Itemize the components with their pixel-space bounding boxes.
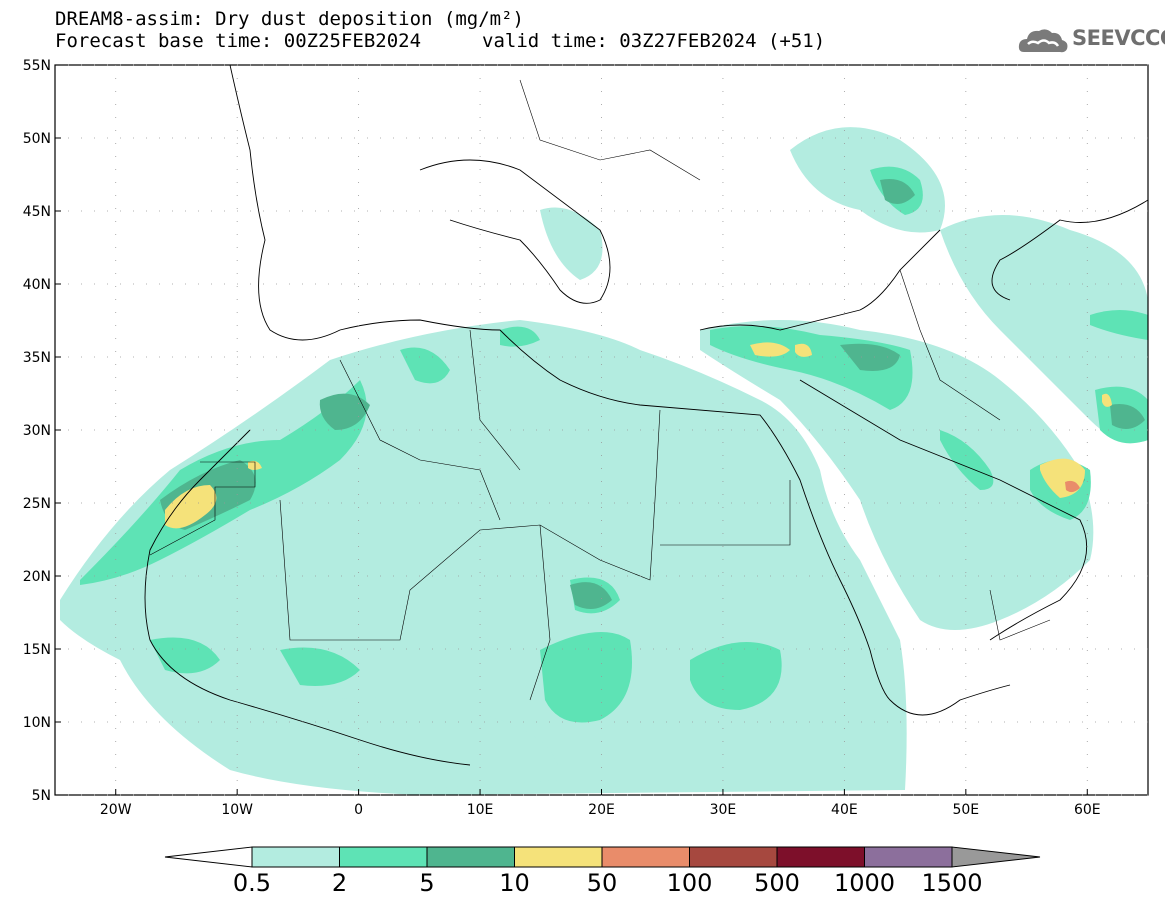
latitude-axis: 5N 10N 15N 20N 25N 30N 35N 40N 45N 50N 55N xyxy=(23,58,61,804)
colorbar-swatch xyxy=(776,846,865,868)
map-title: DREAM8-assim: Dry dust deposition (mg/m²… xyxy=(55,8,524,30)
longitude-axis: 20W 10W 0 10E 20E 30E 40E 50E 60E xyxy=(100,789,1101,818)
lon-tick-label: 30E xyxy=(710,802,737,818)
lat-tick-label: 50N xyxy=(23,131,51,147)
lon-tick-label: 50E xyxy=(952,802,979,818)
coastlines xyxy=(144,65,1148,766)
colorbar-swatch xyxy=(251,846,340,868)
colorbar-label: 500 xyxy=(754,869,800,897)
lon-tick-label: 40E xyxy=(831,802,858,818)
lon-tick-label: 20E xyxy=(588,802,615,818)
valid-time: valid time: 03Z27FEB2024 (+51) xyxy=(482,30,826,52)
colorbar-over-triangle xyxy=(951,846,1041,868)
forecast-base-time: Forecast base time: 00Z25FEB2024 xyxy=(55,30,422,52)
colorbar-swatch xyxy=(339,846,428,868)
lon-tick-label: 10E xyxy=(467,802,494,818)
lat-tick-label: 55N xyxy=(23,58,51,74)
logo-text: SEEVCCC xyxy=(1072,26,1165,50)
colorbar-label: 2 xyxy=(332,869,347,897)
colorbar-swatch xyxy=(426,846,515,868)
lat-tick-label: 35N xyxy=(23,350,51,366)
colorbar xyxy=(164,846,1041,868)
lon-tick-label: 20W xyxy=(100,802,132,818)
lat-tick-label: 40N xyxy=(23,277,51,293)
country-borders xyxy=(149,79,1051,701)
colorbar-label: 1500 xyxy=(921,869,982,897)
cloud-logo-icon xyxy=(1018,29,1068,53)
lat-tick-label: 5N xyxy=(32,788,51,804)
colorbar-label: 1000 xyxy=(834,869,895,897)
lat-tick-label: 10N xyxy=(23,715,51,731)
lat-tick-label: 30N xyxy=(23,423,51,439)
colorbar-labels: 0.5 2 5 10 50 100 500 1000 1500 xyxy=(233,869,983,897)
lat-tick-label: 20N xyxy=(23,569,51,585)
dust-band-10-50 xyxy=(165,342,1112,529)
colorbar-label: 5 xyxy=(419,869,434,897)
colorbar-label: 50 xyxy=(587,869,618,897)
lat-tick-label: 15N xyxy=(23,642,51,658)
colorbar-swatch xyxy=(864,846,953,868)
lon-tick-label: 60E xyxy=(1074,802,1101,818)
colorbar-label: 0.5 xyxy=(233,869,271,897)
lon-tick-label: 10W xyxy=(221,802,253,818)
colorbar-swatch xyxy=(601,846,690,868)
colorbar-label: 10 xyxy=(499,869,530,897)
lon-tick-label: 0 xyxy=(354,802,363,818)
lat-tick-label: 25N xyxy=(23,496,51,512)
colorbar-under-triangle xyxy=(164,846,253,868)
dust-band-50-100 xyxy=(1065,480,1080,493)
colorbar-label: 100 xyxy=(667,869,713,897)
lat-tick-label: 45N xyxy=(23,204,51,220)
dust-fields xyxy=(60,65,1148,795)
colorbar-swatch xyxy=(689,846,778,868)
colorbar-swatch xyxy=(514,846,603,868)
